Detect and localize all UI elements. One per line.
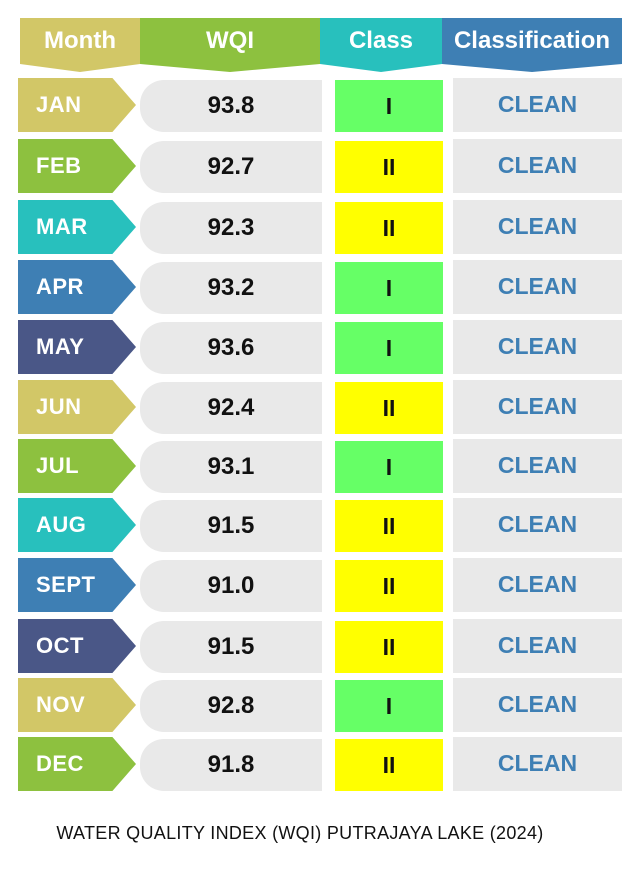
wqi-value: 92.3 <box>140 202 322 254</box>
table-row: DEC 91.8 II CLEAN <box>0 737 638 791</box>
month-label: JAN <box>18 78 136 132</box>
class-value: II <box>335 560 443 612</box>
wqi-value: 93.1 <box>140 441 322 493</box>
wqi-value: 92.7 <box>140 141 322 193</box>
class-value: I <box>335 441 443 493</box>
class-value: I <box>335 680 443 732</box>
class-value: I <box>335 80 443 132</box>
table-row: NOV 92.8 I CLEAN <box>0 678 638 732</box>
month-label: MAR <box>18 200 136 254</box>
header-classification-label: Classification <box>453 27 611 54</box>
class-value: II <box>335 202 443 254</box>
classification-value: CLEAN <box>453 380 622 434</box>
wqi-value: 92.8 <box>140 680 322 732</box>
wqi-value: 93.8 <box>140 80 322 132</box>
table-row: SEPT 91.0 II CLEAN <box>0 558 638 612</box>
wqi-value: 91.5 <box>140 500 322 552</box>
month-label: NOV <box>18 678 136 732</box>
wqi-value: 93.6 <box>140 322 322 374</box>
table-row: MAY 93.6 I CLEAN <box>0 320 638 374</box>
header-month-shape <box>20 18 140 72</box>
classification-value: CLEAN <box>453 737 622 791</box>
month-label: OCT <box>18 619 136 673</box>
class-value: I <box>335 262 443 314</box>
table-row: APR 93.2 I CLEAN <box>0 260 638 314</box>
classification-value: CLEAN <box>453 260 622 314</box>
month-label: AUG <box>18 498 136 552</box>
classification-value: CLEAN <box>453 78 622 132</box>
table-row: AUG 91.5 II CLEAN <box>0 498 638 552</box>
class-value: II <box>335 621 443 673</box>
wqi-value: 91.0 <box>140 560 322 612</box>
table-row: JUN 92.4 II CLEAN <box>0 380 638 434</box>
month-label: MAY <box>18 320 136 374</box>
class-value: II <box>335 141 443 193</box>
classification-value: CLEAN <box>453 200 622 254</box>
header-class-label: Class <box>348 27 414 54</box>
month-label: DEC <box>18 737 136 791</box>
header-wqi-label: WQI <box>206 27 254 54</box>
class-value: II <box>335 739 443 791</box>
table-row: JUL 93.1 I CLEAN <box>0 439 638 493</box>
caption: WATER QUALITY INDEX (WQI) PUTRAJAYA LAKE… <box>56 823 544 843</box>
class-value: I <box>335 322 443 374</box>
wqi-value: 93.2 <box>140 262 322 314</box>
classification-value: CLEAN <box>453 619 622 673</box>
month-label: JUN <box>18 380 136 434</box>
classification-value: CLEAN <box>453 558 622 612</box>
header-month-label: Month <box>44 27 116 54</box>
header-classification-shape <box>442 18 622 72</box>
month-label: SEPT <box>18 558 136 612</box>
classification-value: CLEAN <box>453 139 622 193</box>
month-label: JUL <box>18 439 136 493</box>
table-row: MAR 92.3 II CLEAN <box>0 200 638 254</box>
classification-value: CLEAN <box>453 498 622 552</box>
header-wqi: WQI <box>140 18 320 72</box>
classification-value: CLEAN <box>453 678 622 732</box>
class-value: II <box>335 382 443 434</box>
header-wqi-shape <box>140 18 320 72</box>
header-classification: Classification <box>442 18 622 72</box>
table-row: OCT 91.5 II CLEAN <box>0 619 638 673</box>
wqi-value: 91.5 <box>140 621 322 673</box>
table-row: JAN 93.8 I CLEAN <box>0 78 638 132</box>
wqi-value: 91.8 <box>140 739 322 791</box>
header-class: Class <box>320 18 442 72</box>
table-row: FEB 92.7 II CLEAN <box>0 139 638 193</box>
classification-value: CLEAN <box>453 439 622 493</box>
month-label: APR <box>18 260 136 314</box>
class-value: II <box>335 500 443 552</box>
month-label: FEB <box>18 139 136 193</box>
header-class-shape <box>320 18 442 72</box>
classification-value: CLEAN <box>453 320 622 374</box>
wqi-value: 92.4 <box>140 382 322 434</box>
header-month: Month <box>20 18 140 72</box>
